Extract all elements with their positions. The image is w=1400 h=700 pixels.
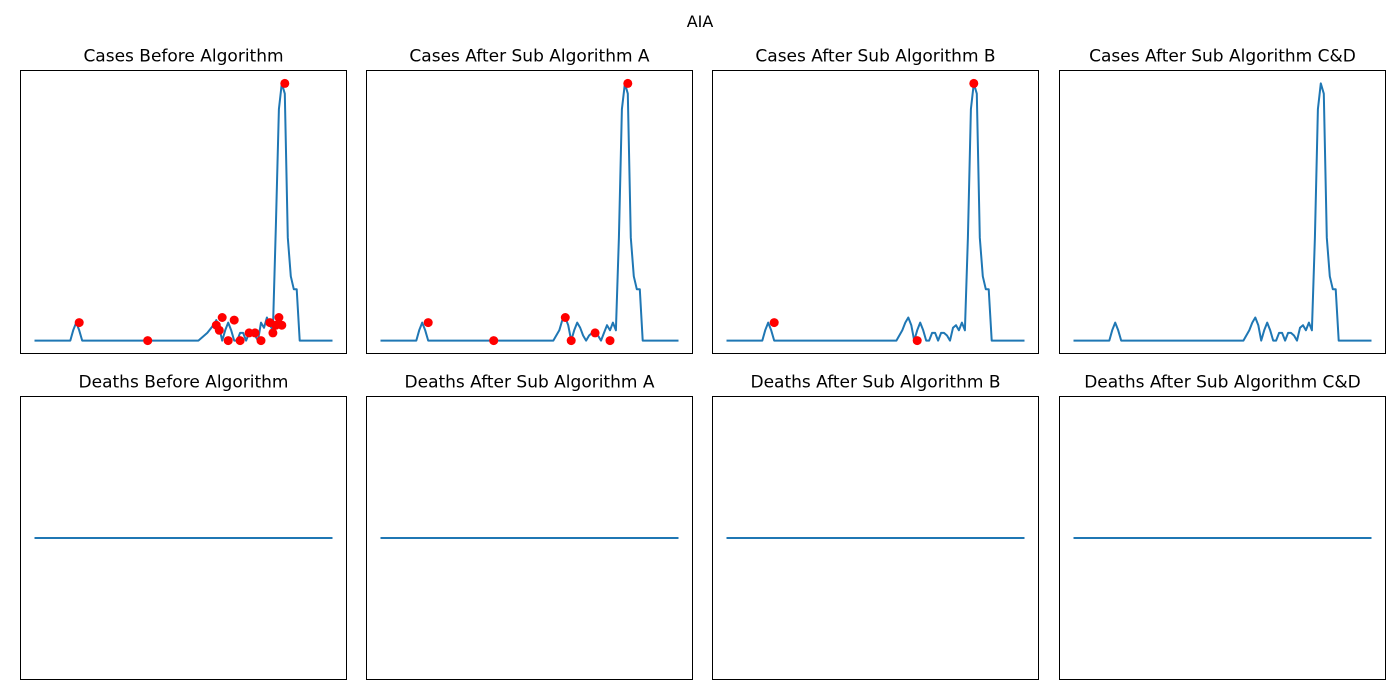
marker-point [274,313,284,322]
marker-point [250,328,260,338]
subplot-title: Deaths After Sub Algorithm A [405,373,655,393]
plot-area [1059,396,1386,680]
plot-area [712,396,1039,680]
marker-point [590,328,600,338]
marker-point [223,336,233,346]
subplot-4: Cases After Sub Algorithm C&D [1059,47,1386,354]
marker-point [560,313,570,322]
marker-point [423,318,433,328]
marker-point [605,336,615,346]
subplot-title: Deaths After Sub Algorithm B [751,373,1001,393]
subplot-title: Deaths Before Algorithm [79,373,289,393]
plot-area [366,396,693,680]
plot-area [712,70,1039,354]
subplot-title: Cases After Sub Algorithm C&D [1089,47,1356,67]
subplot-1: Cases Before Algorithm [20,47,347,354]
series-line [34,82,333,342]
series-line [1073,82,1372,342]
marker-point [214,325,224,335]
figure-title: AIA [687,12,714,31]
marker-point [277,320,287,330]
subplot-2: Cases After Sub Algorithm A [366,47,693,354]
marker-point [769,318,779,328]
subplot-title: Cases After Sub Algorithm A [409,47,650,67]
marker-point [489,336,499,346]
marker-point [74,318,84,328]
series-line [726,82,1025,342]
marker-point [229,315,239,325]
marker-point [235,336,245,346]
marker-point [268,328,278,338]
marker-point [217,313,227,322]
subplot-title: Deaths After Sub Algorithm C&D [1084,373,1361,393]
subplot-grid: Cases Before Algorithm Cases After Sub Al… [20,47,1386,680]
subplot-3: Cases After Sub Algorithm B [712,47,1039,354]
subplot-7: Deaths After Sub Algorithm B [712,373,1039,680]
series-line [380,82,679,342]
plot-area [366,70,693,354]
marker-point [623,78,633,88]
subplot-title: Cases After Sub Algorithm B [755,47,995,67]
subplot-8: Deaths After Sub Algorithm C&D [1059,373,1386,680]
marker-point [256,336,266,346]
plot-area [20,70,347,354]
marker-point [280,78,290,88]
marker-point [969,78,979,88]
plot-area [1059,70,1386,354]
plot-area [20,396,347,680]
subplot-title: Cases Before Algorithm [83,47,283,67]
subplot-5: Deaths Before Algorithm [20,373,347,680]
marker-point [143,336,153,346]
marker-point [566,336,576,346]
subplot-6: Deaths After Sub Algorithm A [366,373,693,680]
marker-point [912,336,922,346]
